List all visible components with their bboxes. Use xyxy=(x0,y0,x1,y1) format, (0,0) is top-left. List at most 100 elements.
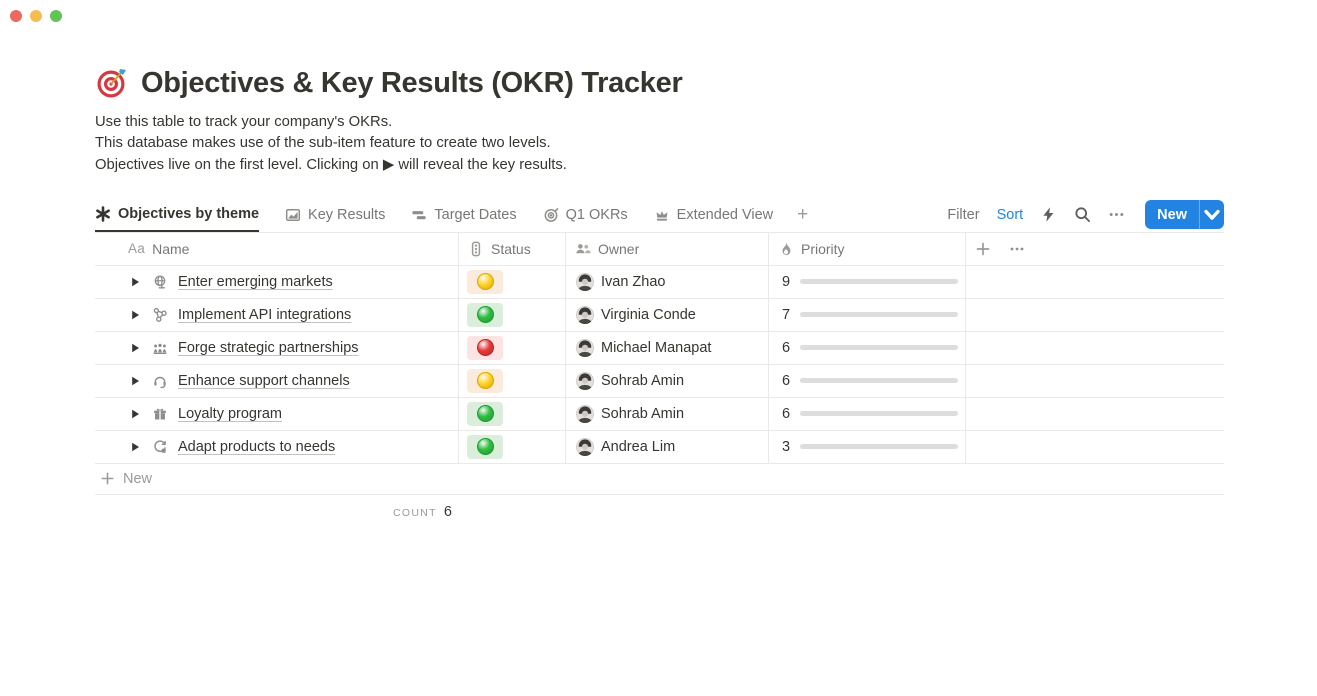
chevron-down-icon[interactable] xyxy=(1200,200,1224,229)
name-cell[interactable]: Adapt products to needs xyxy=(95,431,458,463)
status-badge[interactable] xyxy=(467,269,503,294)
expand-toggle-icon[interactable] xyxy=(129,342,141,354)
status-cell[interactable] xyxy=(458,397,565,430)
plus-icon xyxy=(100,471,115,486)
expand-toggle-icon[interactable] xyxy=(129,375,141,387)
status-badge[interactable] xyxy=(467,434,503,459)
priority-cell[interactable]: 6 xyxy=(768,397,965,430)
owner-cell[interactable]: Sohrab Amin xyxy=(565,397,768,430)
expand-toggle-icon[interactable] xyxy=(129,408,141,420)
tab-q1-okrs[interactable]: Q1 OKRs xyxy=(543,198,628,232)
text-type-icon: Aa xyxy=(128,241,146,257)
status-badge[interactable] xyxy=(467,302,503,327)
expand-toggle-icon[interactable] xyxy=(129,276,141,288)
minimize-button[interactable] xyxy=(30,10,42,22)
row-title-link[interactable]: Implement API integrations xyxy=(178,306,352,323)
table-header-row: Aa Name Status Owner Priority xyxy=(95,232,1224,266)
status-dot-icon xyxy=(476,405,494,423)
table-row: Enhance support channels Sohrab Amin 6 xyxy=(95,364,1224,398)
tab-key-results[interactable]: Key Results xyxy=(285,198,385,232)
name-cell[interactable]: Enhance support channels xyxy=(95,365,458,397)
expand-toggle-icon[interactable] xyxy=(129,309,141,321)
tab-objectives-by-theme[interactable]: Objectives by theme xyxy=(95,198,260,233)
empty-cell xyxy=(965,331,1224,364)
row-title-link[interactable]: Enter emerging markets xyxy=(178,273,333,290)
description-line[interactable]: This database makes use of the sub-item … xyxy=(95,135,551,152)
table-row: Loyalty program Sohrab Amin 6 xyxy=(95,397,1224,431)
row-title-link[interactable]: Enhance support channels xyxy=(178,372,350,389)
avatar xyxy=(576,437,594,456)
name-cell[interactable]: Forge strategic partnerships xyxy=(95,332,458,364)
page-title[interactable]: Objectives & Key Results (OKR) Tracker xyxy=(141,66,683,99)
status-dot-icon xyxy=(476,438,494,456)
column-header-label: Name xyxy=(152,240,190,257)
priority-cell[interactable]: 7 xyxy=(768,298,965,331)
new-row-button[interactable]: New xyxy=(95,464,1224,495)
status-cell[interactable] xyxy=(458,364,565,397)
description-line[interactable]: Use this table to track your company's O… xyxy=(95,114,393,130)
table-options-icon[interactable] xyxy=(1009,241,1025,257)
column-header-name[interactable]: Aa Name xyxy=(95,233,458,265)
description-line[interactable]: Objectives live on the first level. Clic… xyxy=(95,156,567,173)
table-row: Enter emerging markets Ivan Zhao 9 xyxy=(95,265,1224,299)
status-badge[interactable] xyxy=(467,401,503,426)
zoom-button[interactable] xyxy=(50,10,62,22)
table-row: Adapt products to needs Andrea Lim 3 xyxy=(95,430,1224,464)
owner-name: Sohrab Amin xyxy=(601,372,685,389)
priority-value: 7 xyxy=(782,306,791,323)
column-header-label: Priority xyxy=(801,240,845,257)
status-cell[interactable] xyxy=(458,265,565,298)
avatar xyxy=(576,404,594,423)
tab-label: Q1 OKRs xyxy=(565,206,628,223)
column-header-priority[interactable]: Priority xyxy=(768,232,965,265)
priority-value: 6 xyxy=(782,405,791,422)
page-title-row: Objectives & Key Results (OKR) Tracker xyxy=(95,66,1224,100)
empty-cell xyxy=(965,364,1224,397)
tab-extended-view[interactable]: Extended View xyxy=(654,198,773,232)
row-title-link[interactable]: Adapt products to needs xyxy=(178,438,336,455)
name-cell[interactable]: Implement API integrations xyxy=(95,299,458,331)
count-calculation[interactable]: COUNT 6 xyxy=(393,504,1224,520)
expand-toggle-icon[interactable] xyxy=(129,441,141,453)
priority-cell[interactable]: 9 xyxy=(768,265,965,298)
column-header-owner[interactable]: Owner xyxy=(565,232,768,265)
column-header-status[interactable]: Status xyxy=(458,232,565,265)
priority-bar-track xyxy=(800,378,958,384)
search-icon[interactable] xyxy=(1074,206,1091,223)
name-cell[interactable]: Loyalty program xyxy=(95,398,458,430)
gift-icon xyxy=(152,406,168,422)
status-badge[interactable] xyxy=(467,335,503,360)
owner-cell[interactable]: Virginia Conde xyxy=(565,298,768,331)
priority-cell[interactable]: 6 xyxy=(768,364,965,397)
status-cell[interactable] xyxy=(458,298,565,331)
owner-cell[interactable]: Ivan Zhao xyxy=(565,265,768,298)
status-cell[interactable] xyxy=(458,430,565,463)
status-cell[interactable] xyxy=(458,331,565,364)
status-badge[interactable] xyxy=(467,368,503,393)
owner-cell[interactable]: Andrea Lim xyxy=(565,430,768,463)
tab-label: Objectives by theme xyxy=(118,206,260,223)
new-button-label[interactable]: New xyxy=(1157,206,1187,223)
more-options-icon[interactable] xyxy=(1108,206,1125,223)
bolt-icon[interactable] xyxy=(1040,206,1057,223)
row-title-link[interactable]: Loyalty program xyxy=(178,405,282,422)
add-view-button[interactable]: + xyxy=(797,204,809,226)
close-button[interactable] xyxy=(10,10,22,22)
owner-cell[interactable]: Sohrab Amin xyxy=(565,364,768,397)
tab-target-dates[interactable]: Target Dates xyxy=(411,198,517,232)
row-title-link[interactable]: Forge strategic partnerships xyxy=(178,339,359,356)
priority-cell[interactable]: 3 xyxy=(768,430,965,463)
page-description: Use this table to track your company's O… xyxy=(95,112,1224,176)
owner-name: Sohrab Amin xyxy=(601,405,685,422)
priority-cell[interactable]: 6 xyxy=(768,331,965,364)
owner-name: Ivan Zhao xyxy=(601,273,666,290)
globe-icon xyxy=(152,274,168,290)
add-column-icon[interactable] xyxy=(975,241,991,257)
new-button[interactable]: New xyxy=(1145,200,1224,230)
people-icon xyxy=(575,241,591,257)
sort-button[interactable]: Sort xyxy=(996,206,1024,223)
asterisk-icon xyxy=(95,206,111,223)
owner-cell[interactable]: Michael Manapat xyxy=(565,331,768,364)
filter-button[interactable]: Filter xyxy=(947,206,980,223)
name-cell[interactable]: Enter emerging markets xyxy=(95,266,458,298)
